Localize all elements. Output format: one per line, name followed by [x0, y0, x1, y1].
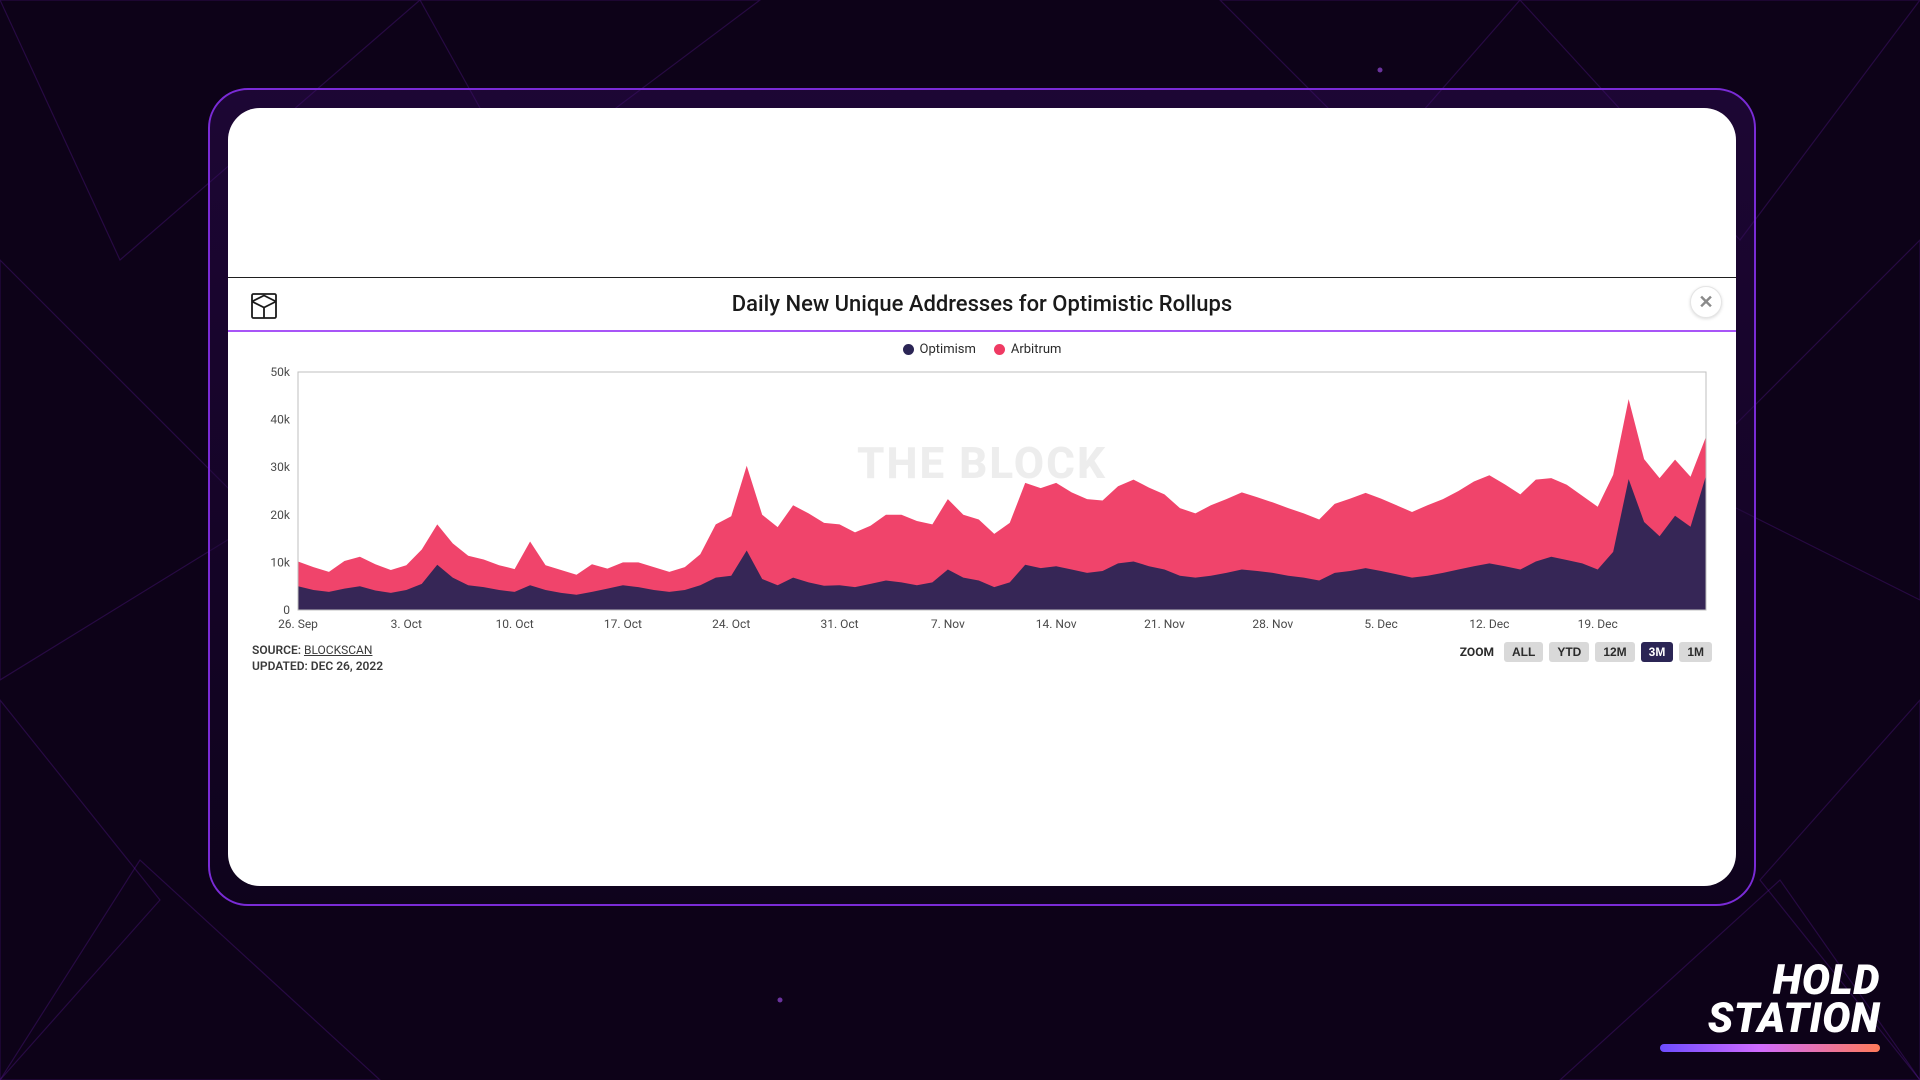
x-tick-label: 26. Sep — [278, 617, 318, 631]
updated-label: UPDATED: — [252, 659, 308, 673]
x-tick-label: 19. Dec — [1578, 617, 1618, 631]
y-tick-label: 20k — [270, 508, 290, 522]
close-icon: ✕ — [1698, 292, 1713, 313]
brand-underline — [1660, 1044, 1880, 1052]
x-tick-label: 12. Dec — [1469, 617, 1509, 631]
area-chart: 0 10k 20k 30k 40k 50k 26. Sep 3. Oct 10. Oct 17. … — [252, 366, 1712, 636]
y-tick-label: 50k — [270, 366, 290, 379]
legend-item[interactable]: Optimism — [903, 342, 976, 357]
zoom-btn-1m[interactable]: 1M — [1679, 642, 1712, 662]
chart-card: Daily New Unique Addresses for Optimisti… — [228, 108, 1736, 886]
x-tick-label: 5. Dec — [1364, 617, 1397, 631]
legend-label: Optimism — [920, 342, 976, 357]
legend-dot — [903, 344, 914, 355]
chart-footer: SOURCE: BLOCKSCAN UPDATED: DEC 26, 2022 … — [228, 636, 1736, 674]
y-tick-label: 30k — [270, 460, 290, 474]
x-tick-label: 24. Oct — [712, 617, 750, 631]
x-tick-label: 21. Nov — [1144, 617, 1185, 631]
y-tick-label: 0 — [283, 603, 290, 617]
y-tick-label: 10k — [270, 555, 290, 569]
zoom-label: ZOOM — [1460, 645, 1494, 659]
y-tick-label: 40k — [270, 413, 290, 427]
chart-plot-area: THE BLOCK 010k20k30k40k50k26. Sep3. Oct1… — [228, 366, 1736, 636]
source-link[interactable]: BLOCKSCAN — [304, 643, 372, 657]
chart-legend: Optimism Arbitrum — [228, 332, 1736, 366]
brand-line2: STATION — [1660, 1000, 1880, 1038]
legend-item[interactable]: Arbitrum — [994, 342, 1062, 357]
cube-icon — [246, 288, 282, 324]
x-tick-label: 28. Nov — [1252, 617, 1293, 631]
chart-title: Daily New Unique Addresses for Optimisti… — [732, 292, 1232, 317]
zoom-btn-all[interactable]: ALL — [1504, 642, 1543, 662]
zoom-controls: ZOOM ALL YTD 12M 3M1M — [1460, 642, 1712, 662]
x-tick-label: 31. Oct — [820, 617, 858, 631]
source-label: SOURCE: — [252, 643, 301, 657]
outer-frame: Daily New Unique Addresses for Optimisti… — [208, 88, 1756, 906]
zoom-btn-ytd[interactable]: YTD — [1549, 642, 1589, 662]
legend-dot — [994, 344, 1005, 355]
zoom-btn-12m[interactable]: 12M — [1595, 642, 1634, 662]
card-top-spacer — [228, 108, 1736, 278]
brand-logo: HOLD STATION — [1660, 962, 1880, 1052]
close-button[interactable]: ✕ — [1690, 286, 1722, 318]
legend-label: Arbitrum — [1011, 342, 1062, 357]
x-tick-label: 14. Nov — [1036, 617, 1077, 631]
source-block: SOURCE: BLOCKSCAN UPDATED: DEC 26, 2022 — [252, 642, 383, 674]
x-tick-label: 7. Nov — [931, 617, 965, 631]
chart-header: Daily New Unique Addresses for Optimisti… — [228, 278, 1736, 332]
zoom-btn-3m[interactable]: 3M — [1641, 642, 1674, 662]
x-tick-label: 17. Oct — [604, 617, 642, 631]
x-tick-label: 10. Oct — [496, 617, 534, 631]
updated-value: DEC 26, 2022 — [311, 659, 383, 673]
x-tick-label: 3. Oct — [391, 617, 422, 631]
